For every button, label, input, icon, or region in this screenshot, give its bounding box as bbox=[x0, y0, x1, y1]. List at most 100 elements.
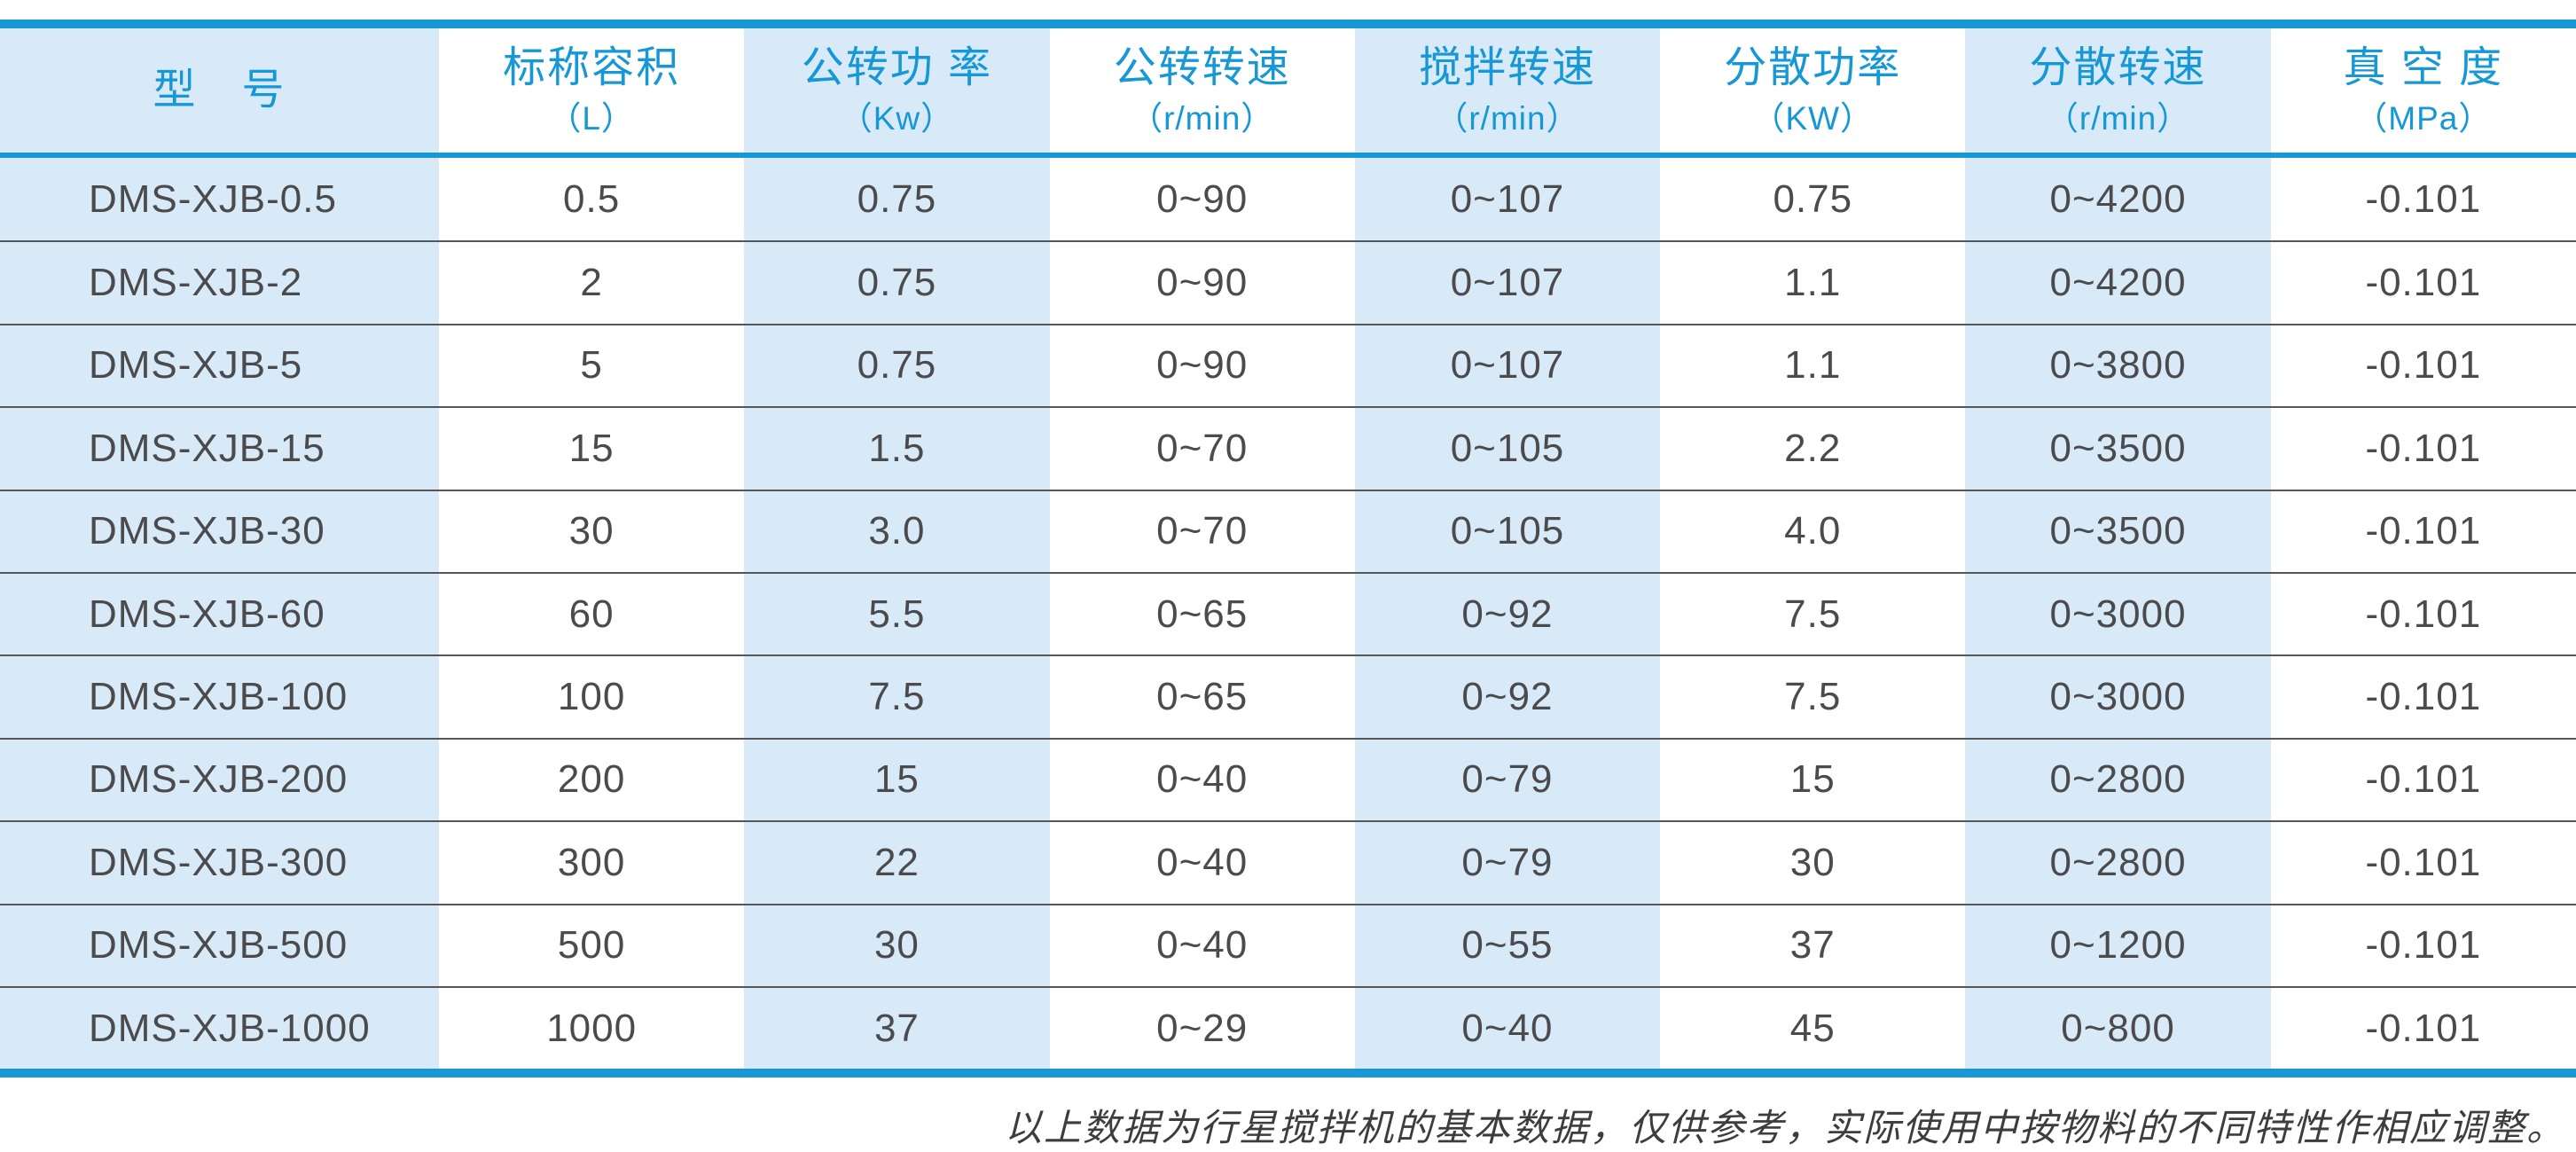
model-cell: DMS-XJB-500 bbox=[0, 905, 439, 986]
value-cell: 37 bbox=[744, 987, 1050, 1070]
table-header-row: 型 号 标称容积 （L） 公转功 率 （Kw） 公转转速 （r/min） 搅拌转… bbox=[0, 28, 2576, 158]
column-unit: （L） bbox=[548, 99, 635, 137]
model-cell: DMS-XJB-2 bbox=[0, 242, 439, 324]
value-cell: 0~40 bbox=[1156, 840, 1249, 884]
value-cell: -0.101 bbox=[2365, 592, 2482, 636]
table-row: DMS-XJB-300 300 22 0~40 0~79 30 0~2800 -0.101 bbox=[0, 820, 2576, 904]
value-cell: 0~3000 bbox=[1965, 573, 2271, 655]
column-unit: （Kw） bbox=[839, 99, 955, 137]
value-cell: 0~90 bbox=[1156, 261, 1249, 305]
table-row: DMS-XJB-2 2 0.75 0~90 0~107 1.1 0~4200 -0.101 bbox=[0, 240, 2576, 324]
value-cell: 0~4200 bbox=[1965, 242, 2271, 324]
value-cell: 30 bbox=[568, 509, 615, 553]
value-cell: 200 bbox=[557, 757, 626, 802]
value-cell: 100 bbox=[557, 675, 626, 719]
value-cell: 0~70 bbox=[1156, 426, 1249, 470]
column-title: 公转功 率 bbox=[801, 43, 993, 91]
column-unit: （MPa） bbox=[2354, 99, 2493, 137]
column-header-revolution-power: 公转功 率 （Kw） bbox=[744, 28, 1050, 153]
value-cell: 7.5 bbox=[1784, 592, 1842, 636]
value-cell: 0~107 bbox=[1354, 158, 1661, 241]
value-cell: 0~92 bbox=[1354, 656, 1661, 738]
value-cell: 0~105 bbox=[1354, 408, 1661, 490]
value-cell: 1.5 bbox=[744, 408, 1050, 490]
value-cell: 0~79 bbox=[1354, 739, 1661, 821]
value-cell: 0.75 bbox=[1773, 176, 1853, 221]
column-unit: （KW） bbox=[1751, 99, 1875, 137]
table-row: DMS-XJB-30 30 3.0 0~70 0~105 4.0 0~3500 -0.101 bbox=[0, 489, 2576, 572]
table-row: DMS-XJB-100 100 7.5 0~65 0~92 7.5 0~3000 -0.101 bbox=[0, 654, 2576, 738]
value-cell: 30 bbox=[744, 905, 1050, 986]
column-header-vacuum: 真 空 度 （MPa） bbox=[2271, 28, 2576, 153]
value-cell: -0.101 bbox=[2365, 923, 2482, 968]
value-cell: 30 bbox=[1789, 840, 1836, 884]
model-cell: DMS-XJB-60 bbox=[0, 573, 439, 655]
value-cell: 0~107 bbox=[1354, 242, 1661, 324]
model-cell: DMS-XJB-5 bbox=[0, 325, 439, 407]
value-cell: 7.5 bbox=[1784, 675, 1842, 719]
model-cell: DMS-XJB-30 bbox=[0, 490, 439, 572]
table-row: DMS-XJB-60 60 5.5 0~65 0~92 7.5 0~3000 -0.101 bbox=[0, 571, 2576, 655]
table-row: DMS-XJB-1000 1000 37 0~29 0~40 45 0~800 -0.101 bbox=[0, 985, 2576, 1070]
value-cell: 0.5 bbox=[563, 176, 621, 221]
value-cell: 15 bbox=[1789, 757, 1836, 802]
value-cell: 0~65 bbox=[1156, 675, 1249, 719]
column-header-revolution-speed: 公转转速 （r/min） bbox=[1050, 28, 1355, 153]
value-cell: 2 bbox=[580, 261, 603, 305]
table-row: DMS-XJB-15 15 1.5 0~70 0~105 2.2 0~3500 -0.101 bbox=[0, 406, 2576, 490]
value-cell: 0~65 bbox=[1156, 592, 1249, 636]
value-cell: 0~92 bbox=[1354, 573, 1661, 655]
column-title: 公转转速 bbox=[1113, 43, 1291, 91]
value-cell: 2.2 bbox=[1784, 426, 1842, 470]
value-cell: 0.75 bbox=[744, 325, 1050, 407]
value-cell: 0~2800 bbox=[1965, 739, 2271, 821]
column-unit: （r/min） bbox=[2045, 99, 2191, 137]
value-cell: 0~4200 bbox=[1965, 158, 2271, 241]
column-header-stirring-speed: 搅拌转速 （r/min） bbox=[1354, 28, 1661, 153]
column-unit: （r/min） bbox=[1130, 99, 1275, 137]
value-cell: 1.1 bbox=[1784, 261, 1842, 305]
column-title: 分散转速 bbox=[2029, 43, 2207, 91]
value-cell: 0~800 bbox=[1965, 987, 2271, 1070]
value-cell: 15 bbox=[568, 426, 615, 470]
value-cell: 5 bbox=[580, 343, 603, 388]
value-cell: 0~3000 bbox=[1965, 656, 2271, 738]
value-cell: -0.101 bbox=[2365, 176, 2482, 221]
model-cell: DMS-XJB-200 bbox=[0, 739, 439, 821]
value-cell: 0~70 bbox=[1156, 509, 1249, 553]
value-cell: -0.101 bbox=[2365, 1006, 2482, 1050]
value-cell: 0~105 bbox=[1354, 490, 1661, 572]
value-cell: 1000 bbox=[546, 1006, 638, 1050]
table-row: DMS-XJB-5 5 0.75 0~90 0~107 1.1 0~3800 -0.101 bbox=[0, 323, 2576, 407]
value-cell: 37 bbox=[1789, 923, 1836, 968]
value-cell: -0.101 bbox=[2365, 757, 2482, 802]
table-row: DMS-XJB-0.5 0.5 0.75 0~90 0~107 0.75 0~4200 -0.… bbox=[0, 158, 2576, 241]
value-cell: 0~40 bbox=[1156, 757, 1249, 802]
column-header-dispersion-power: 分散功率 （KW） bbox=[1660, 28, 1965, 153]
value-cell: 4.0 bbox=[1784, 509, 1842, 553]
table-row: DMS-XJB-200 200 15 0~40 0~79 15 0~2800 -0.101 bbox=[0, 737, 2576, 821]
value-cell: 0~40 bbox=[1156, 923, 1249, 968]
value-cell: -0.101 bbox=[2365, 343, 2482, 388]
value-cell: 0~3800 bbox=[1965, 325, 2271, 407]
value-cell: 0~90 bbox=[1156, 176, 1249, 221]
value-cell: 15 bbox=[744, 739, 1050, 821]
column-header-dispersion-speed: 分散转速 （r/min） bbox=[1965, 28, 2271, 153]
value-cell: 0~107 bbox=[1354, 325, 1661, 407]
column-unit: （r/min） bbox=[1435, 99, 1580, 137]
value-cell: 0~79 bbox=[1354, 822, 1661, 904]
model-cell: DMS-XJB-100 bbox=[0, 656, 439, 738]
column-title: 分散功率 bbox=[1724, 43, 1902, 91]
column-title: 真 空 度 bbox=[2343, 43, 2504, 91]
value-cell: 22 bbox=[744, 822, 1050, 904]
value-cell: 3.0 bbox=[744, 490, 1050, 572]
model-cell: DMS-XJB-0.5 bbox=[0, 158, 439, 241]
value-cell: 0~1200 bbox=[1965, 905, 2271, 986]
spec-table: 型 号 标称容积 （L） 公转功 率 （Kw） 公转转速 （r/min） 搅拌转… bbox=[0, 20, 2576, 1078]
value-cell: 0~3500 bbox=[1965, 490, 2271, 572]
value-cell: 0~29 bbox=[1156, 1006, 1249, 1050]
value-cell: 7.5 bbox=[744, 656, 1050, 738]
value-cell: 5.5 bbox=[744, 573, 1050, 655]
value-cell: 0~3500 bbox=[1965, 408, 2271, 490]
